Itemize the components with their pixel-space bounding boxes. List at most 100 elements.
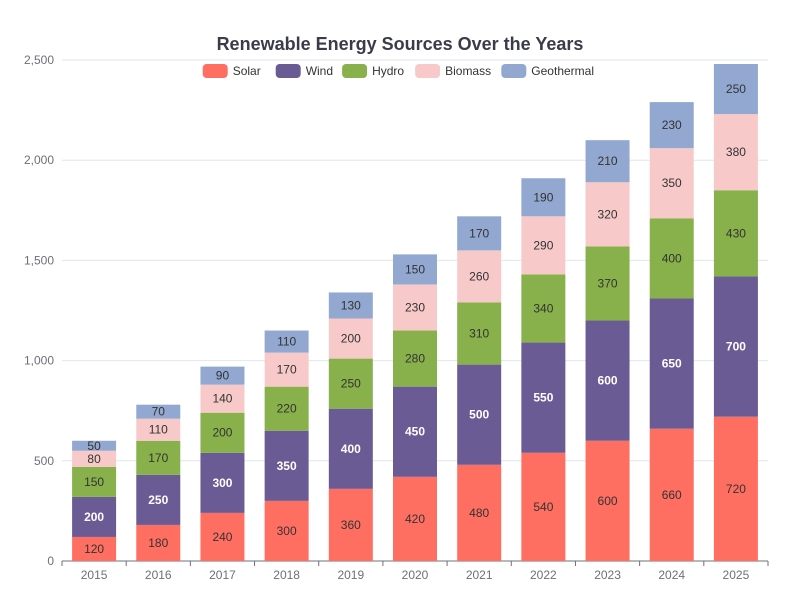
data-label: 200	[84, 510, 104, 524]
bar-segment-wind	[457, 364, 502, 465]
data-label: 200	[212, 426, 232, 440]
bar-segment-hydro	[328, 358, 373, 409]
legend-item-geothermal[interactable]: Geothermal	[501, 64, 594, 78]
legend-label: Geothermal	[531, 64, 594, 78]
data-label: 310	[469, 327, 489, 341]
x-tick-label: 2022	[530, 568, 557, 582]
data-label: 340	[533, 301, 553, 315]
data-label: 290	[533, 238, 553, 252]
legend-swatch	[415, 64, 441, 78]
data-label: 320	[598, 207, 618, 221]
x-tick-label: 2020	[402, 568, 429, 582]
bar-segment-geothermal	[200, 366, 245, 385]
bar-segment-solar	[136, 524, 181, 561]
x-tick-label: 2025	[723, 568, 750, 582]
bar-segment-hydro	[585, 246, 630, 321]
bar-segment-biomass	[328, 318, 373, 359]
data-label: 350	[277, 459, 297, 473]
x-tick-label: 2017	[209, 568, 236, 582]
bar-segment-wind	[136, 474, 181, 525]
data-label: 370	[598, 276, 618, 290]
data-label: 700	[726, 340, 746, 354]
y-tick-label: 2,500	[24, 53, 54, 67]
data-label: 260	[469, 269, 489, 283]
data-label: 80	[87, 452, 101, 466]
legend-item-hydro[interactable]: Hydro	[342, 64, 404, 78]
data-label: 130	[341, 298, 361, 312]
bar-segment-wind	[264, 430, 309, 501]
data-label: 300	[277, 524, 297, 538]
data-label: 720	[726, 482, 746, 496]
bar-segment-biomass	[713, 114, 758, 191]
data-label: 140	[212, 392, 232, 406]
y-tick-label: 1,500	[24, 253, 54, 267]
bar-segment-solar	[713, 416, 758, 561]
data-label: 210	[598, 154, 618, 168]
legend-swatch	[342, 64, 368, 78]
bar-segment-solar	[457, 464, 502, 561]
bar-segment-geothermal	[713, 64, 758, 115]
bar-segment-hydro	[521, 274, 566, 343]
bar-segment-solar	[200, 512, 245, 561]
x-tick-label: 2021	[466, 568, 493, 582]
bar-segment-geothermal	[585, 140, 630, 183]
bar-segment-hydro	[200, 412, 245, 453]
data-label: 70	[152, 405, 166, 419]
bar-segment-biomass	[393, 284, 437, 331]
data-label: 150	[405, 262, 425, 276]
data-label: 230	[662, 118, 682, 132]
bar-segment-solar	[649, 428, 694, 561]
data-label: 540	[533, 500, 553, 514]
x-tick-label: 2016	[145, 568, 172, 582]
bar-segment-geothermal	[521, 178, 566, 217]
data-label: 350	[662, 176, 682, 190]
data-label: 280	[405, 352, 425, 366]
legend-label: Biomass	[445, 64, 491, 78]
data-label: 250	[341, 377, 361, 391]
data-label: 450	[405, 425, 425, 439]
data-label: 220	[277, 402, 297, 416]
legend-item-biomass[interactable]: Biomass	[415, 64, 491, 78]
bar-segment-biomass	[72, 450, 117, 467]
x-tick-label: 2015	[81, 568, 108, 582]
bar-segment-solar	[328, 488, 373, 561]
bar-segment-geothermal	[649, 102, 694, 149]
bar-segment-geothermal	[264, 330, 309, 353]
bar-segment-wind	[713, 276, 758, 417]
bar-segment-biomass	[521, 216, 566, 275]
legend-item-wind[interactable]: Wind	[275, 64, 333, 78]
data-label: 660	[662, 488, 682, 502]
bar-segment-biomass	[585, 182, 630, 247]
data-label: 650	[662, 357, 682, 371]
data-label: 480	[469, 506, 489, 520]
bar-segment-biomass	[649, 148, 694, 219]
data-label: 420	[405, 512, 425, 526]
data-label: 150	[84, 475, 104, 489]
data-label: 170	[469, 226, 489, 240]
bar-segment-geothermal	[457, 216, 502, 251]
legend-swatch	[275, 64, 301, 78]
x-tick-label: 2018	[273, 568, 300, 582]
y-tick-label: 0	[47, 554, 54, 568]
bar-segment-hydro	[649, 218, 694, 299]
bar-segment-wind	[200, 452, 245, 513]
legend-item-solar[interactable]: Solar	[202, 64, 261, 78]
bar-segment-wind	[585, 320, 630, 441]
chart-title: Renewable Energy Sources Over the Years	[217, 34, 584, 54]
bar-segment-hydro	[393, 330, 437, 387]
data-label: 550	[533, 391, 553, 405]
data-label: 110	[277, 335, 296, 349]
bar-segment-biomass	[264, 352, 309, 387]
bar-segment-hydro	[136, 440, 181, 475]
legend-label: Solar	[233, 64, 261, 78]
bar-segment-hydro	[72, 466, 117, 497]
bar-segment-wind	[393, 386, 437, 477]
legend-label: Wind	[306, 64, 333, 78]
data-label: 430	[726, 226, 746, 240]
legend: Solar Wind Hydro Biomass Geothermal	[202, 64, 594, 78]
data-label: 400	[662, 251, 682, 265]
bar-segment-biomass	[136, 418, 181, 441]
data-label: 600	[598, 494, 618, 508]
y-tick-label: 2,000	[24, 153, 54, 167]
